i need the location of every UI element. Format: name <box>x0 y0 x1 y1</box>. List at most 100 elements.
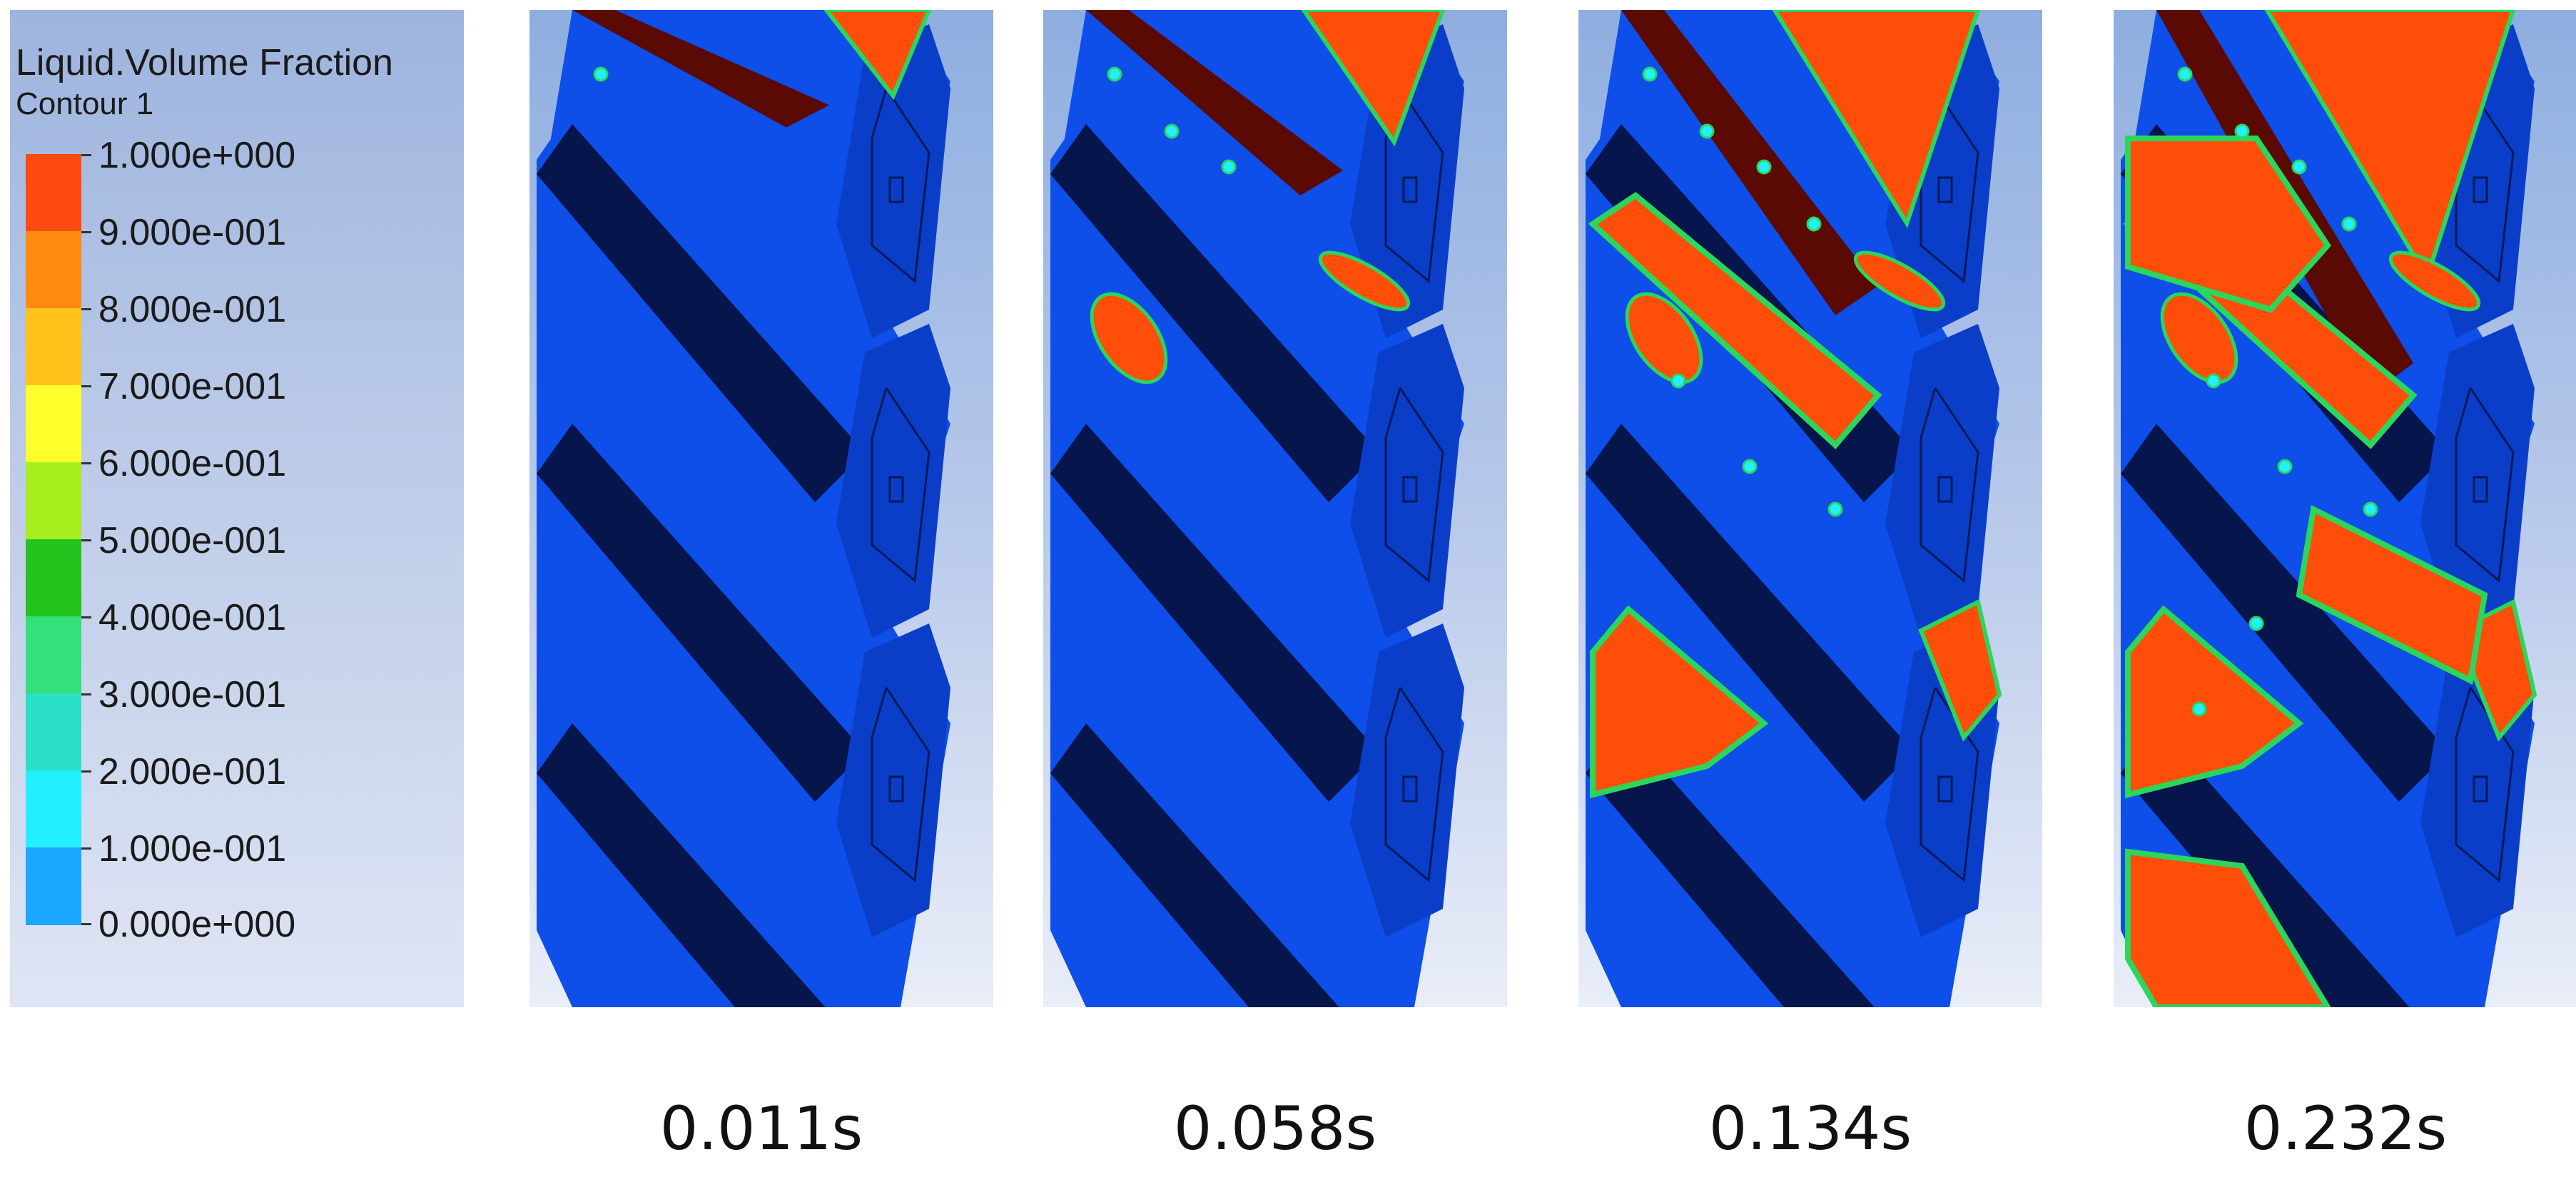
helix-shadow-band <box>537 723 826 1007</box>
probe-marker <box>888 775 904 802</box>
liquid-pool-top <box>2264 10 2516 283</box>
side-face-outline <box>1384 687 1444 882</box>
legend-subtitle: Contour 1 <box>16 86 154 121</box>
side-face-outline <box>2455 387 2515 583</box>
side-face <box>1885 324 1999 638</box>
colorbar-band <box>26 847 81 925</box>
legend-tick-mark <box>81 385 91 387</box>
legend-tick-mark <box>81 770 91 773</box>
liquid-patch <box>2125 605 2304 799</box>
liquid-sheet-bottom <box>2125 848 2331 1007</box>
probe-marker <box>1402 775 1418 802</box>
side-face-outline <box>1384 387 1444 583</box>
liquid-film-shadow <box>1621 10 1878 315</box>
colorbar-band <box>26 539 81 617</box>
probe-marker <box>1402 176 1418 203</box>
gas-liquid-droplet <box>593 66 609 82</box>
side-face <box>836 623 950 937</box>
probe-marker <box>888 476 904 503</box>
gas-liquid-droplet <box>1107 66 1122 82</box>
probe-marker <box>2473 176 2488 203</box>
helix-shadow-band <box>1050 723 1339 1007</box>
colorbar-band <box>26 154 81 232</box>
gas-liquid-droplet <box>2277 459 2293 474</box>
colorbar-band <box>26 770 81 848</box>
side-face <box>836 324 950 638</box>
liquid-slug <box>2160 292 2238 384</box>
legend-tick-mark <box>81 308 91 310</box>
liquid-rivulet <box>1853 250 1946 312</box>
legend-tick-label: 0.000e+000 <box>98 904 296 945</box>
legend-tick-mark <box>81 539 91 541</box>
probe-marker <box>2473 476 2488 503</box>
gas-liquid-droplet <box>1756 159 1772 175</box>
side-face-outline <box>1920 687 1979 882</box>
helix-shadow-band <box>1050 124 1379 502</box>
gas-liquid-droplet <box>1806 216 1822 232</box>
gas-liquid-droplet <box>2363 501 2378 517</box>
probe-marker <box>1937 775 1953 802</box>
liquid-side-patch <box>1918 598 2002 742</box>
colorbar-band <box>26 308 81 386</box>
simulation-panel-3 <box>1578 10 2042 1007</box>
legend-tick-mark <box>81 154 91 156</box>
side-face <box>1350 623 1464 937</box>
legend-tick-mark <box>81 693 91 696</box>
liquid-sheet-mid <box>2296 505 2488 685</box>
gas-liquid-droplet <box>1742 459 1758 474</box>
simulation-panel-4 <box>2114 10 2576 1007</box>
helix-shadow-band <box>1050 424 1379 802</box>
liquid-pool-top <box>823 10 932 101</box>
colorbar-band <box>26 693 81 771</box>
side-face <box>1350 324 1464 638</box>
helical-channel-render <box>1586 10 2002 1007</box>
simulation-panel-1 <box>529 10 993 1007</box>
helix-shadow-band <box>1586 424 1914 802</box>
gas-liquid-droplet <box>2341 216 2357 232</box>
gas-liquid-droplet <box>2234 123 2250 139</box>
liquid-pool-top <box>1301 10 1446 147</box>
side-face-outline <box>871 387 930 583</box>
colorbar-band <box>26 385 81 463</box>
side-face-outline <box>871 88 930 283</box>
legend-tick-mark <box>81 847 91 850</box>
side-face-outline <box>2455 687 2515 882</box>
liquid-film-shadow <box>572 10 829 128</box>
legend-tick-label: 8.000e-001 <box>98 289 287 330</box>
legend-tick-label: 3.000e-001 <box>98 674 287 715</box>
helix-shadow-band <box>537 424 865 802</box>
liquid-rivulet <box>2388 250 2481 312</box>
time-label-3: 0.134s <box>1708 1094 1912 1163</box>
liquid-band <box>1588 192 1882 449</box>
gas-liquid-droplet <box>2177 66 2193 82</box>
helix-shadow-band <box>2121 723 2410 1007</box>
gas-liquid-droplet <box>1827 501 1843 517</box>
legend-title: Liquid.Volume Fraction <box>16 42 393 83</box>
time-label-2: 0.058s <box>1173 1094 1377 1163</box>
legend-tick-label: 7.000e-001 <box>98 366 287 407</box>
side-face <box>2420 324 2535 638</box>
simulation-panel-2 <box>1043 10 1507 1007</box>
helical-channel-render <box>2121 10 2537 1007</box>
legend-tick-label: 2.000e-001 <box>98 751 287 793</box>
helix-shadow-band <box>2121 424 2449 802</box>
time-label-1: 0.011s <box>659 1094 863 1163</box>
legend-colorbar <box>26 154 81 925</box>
legend-tick-mark <box>81 231 91 233</box>
side-face-outline <box>871 687 930 882</box>
colorbar-band <box>26 616 81 694</box>
liquid-rivulet <box>1318 250 1411 312</box>
side-face <box>836 24 950 338</box>
gas-liquid-droplet <box>1670 373 1686 389</box>
helical-channel-render <box>537 10 950 1007</box>
helix-shadow-band <box>1586 723 1875 1007</box>
gas-liquid-droplet <box>2191 701 2207 717</box>
gas-liquid-droplet <box>1699 123 1715 139</box>
probe-marker <box>1937 176 1953 203</box>
side-face-outline <box>1920 387 1979 583</box>
helix-shadow-band <box>537 124 865 502</box>
probe-marker <box>1937 476 1953 503</box>
liquid-slug <box>1090 292 1168 384</box>
legend-tick-mark <box>81 462 91 464</box>
legend-tick-label: 9.000e-001 <box>98 212 287 253</box>
